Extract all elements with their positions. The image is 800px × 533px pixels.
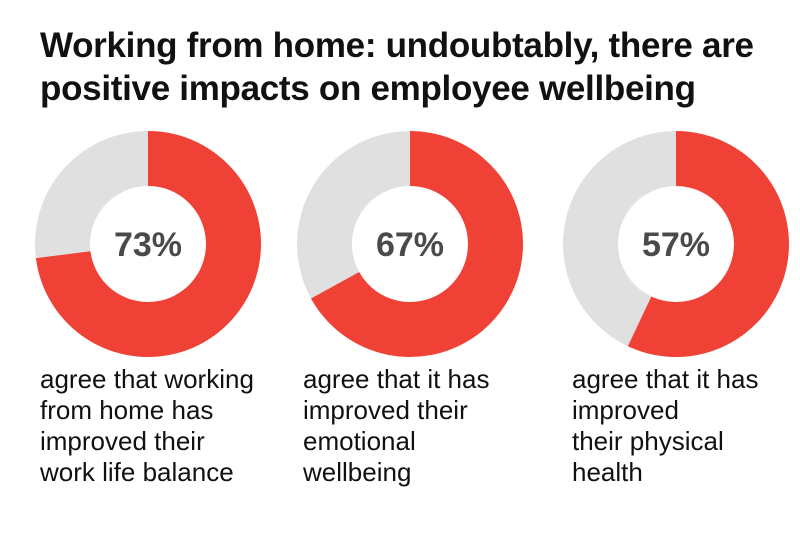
- donut-chart-3: 57%: [563, 131, 789, 357]
- donut-1-caption: agree that working from home has improve…: [40, 364, 254, 487]
- donut-1-value-segment: [35, 131, 261, 357]
- donut-3-caption: agree that it has improved their physica…: [572, 364, 759, 487]
- donut-3-percent-label: 57%: [642, 226, 710, 264]
- donut-chart-1: 73%: [34, 131, 261, 357]
- donut-1-percent-label: 73%: [114, 226, 182, 264]
- chart-title: Working from home: undoubtably, there ar…: [40, 26, 754, 108]
- donut-chart-2: 67%: [297, 131, 523, 357]
- donut-2-value-segment: [310, 131, 523, 357]
- donut-2-remainder-segment: [297, 131, 410, 299]
- donut-2-caption: agree that it has improved their emotion…: [303, 364, 490, 487]
- donut-3-value-segment: [627, 131, 789, 357]
- donut-1-remainder-segment: [34, 131, 148, 259]
- donut-3-remainder-segment: [563, 131, 676, 347]
- donut-2-percent-label: 67%: [376, 226, 444, 264]
